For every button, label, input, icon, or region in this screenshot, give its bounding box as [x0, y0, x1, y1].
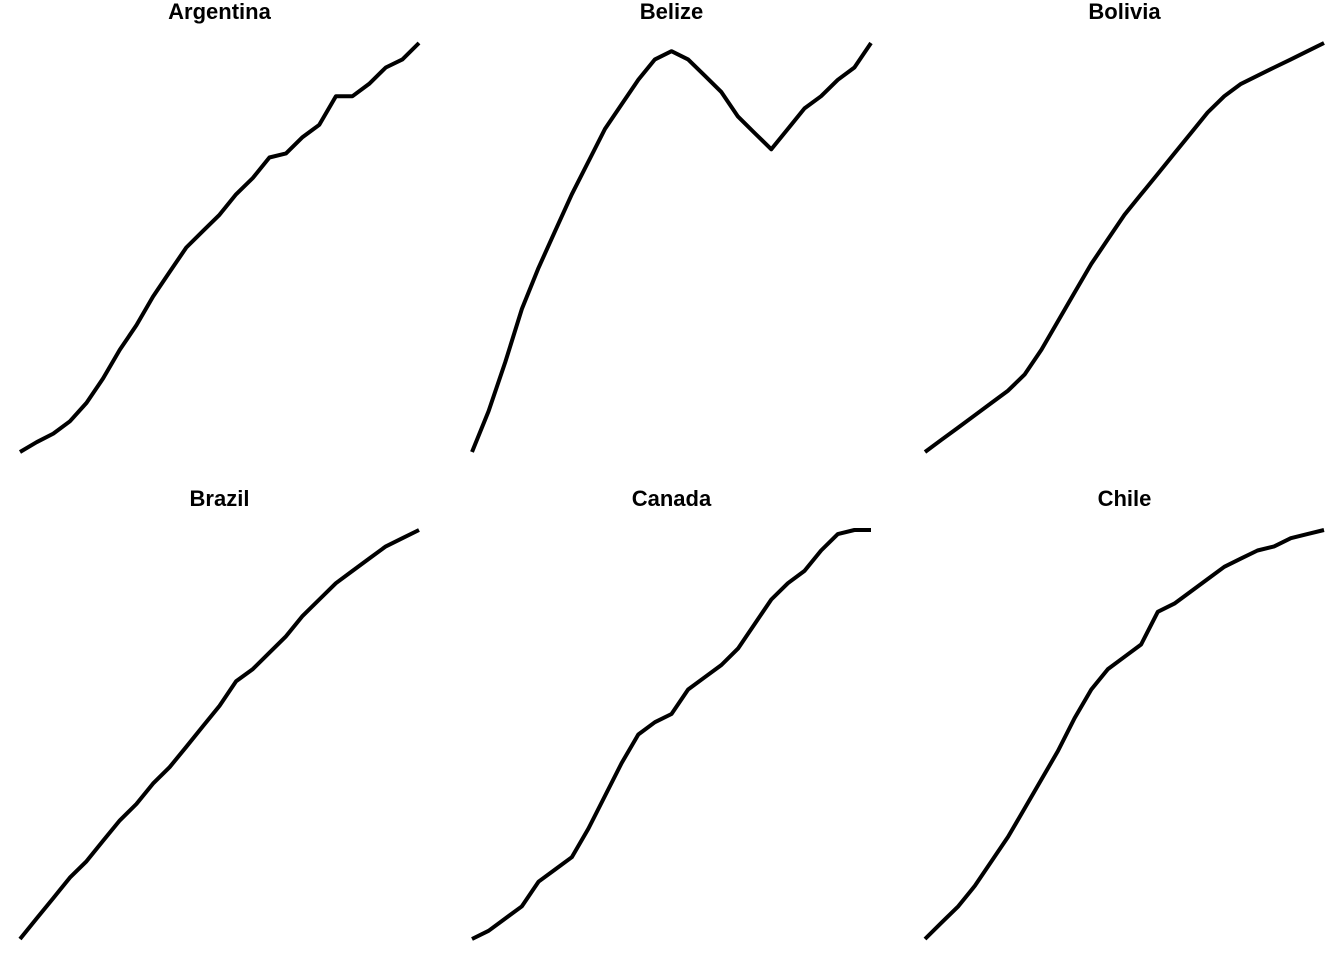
panel-title: Bolivia	[1088, 0, 1161, 24]
panel-title: Brazil	[190, 486, 250, 511]
line	[923, 41, 1325, 454]
line	[470, 41, 873, 453]
line	[18, 528, 420, 941]
line	[18, 41, 421, 454]
line	[471, 528, 871, 941]
line	[923, 528, 1325, 941]
panel-title: Argentina	[168, 0, 271, 24]
panel-title: Chile	[1098, 486, 1152, 511]
panel-title: Belize	[640, 0, 704, 24]
panel-title: Canada	[632, 486, 712, 511]
